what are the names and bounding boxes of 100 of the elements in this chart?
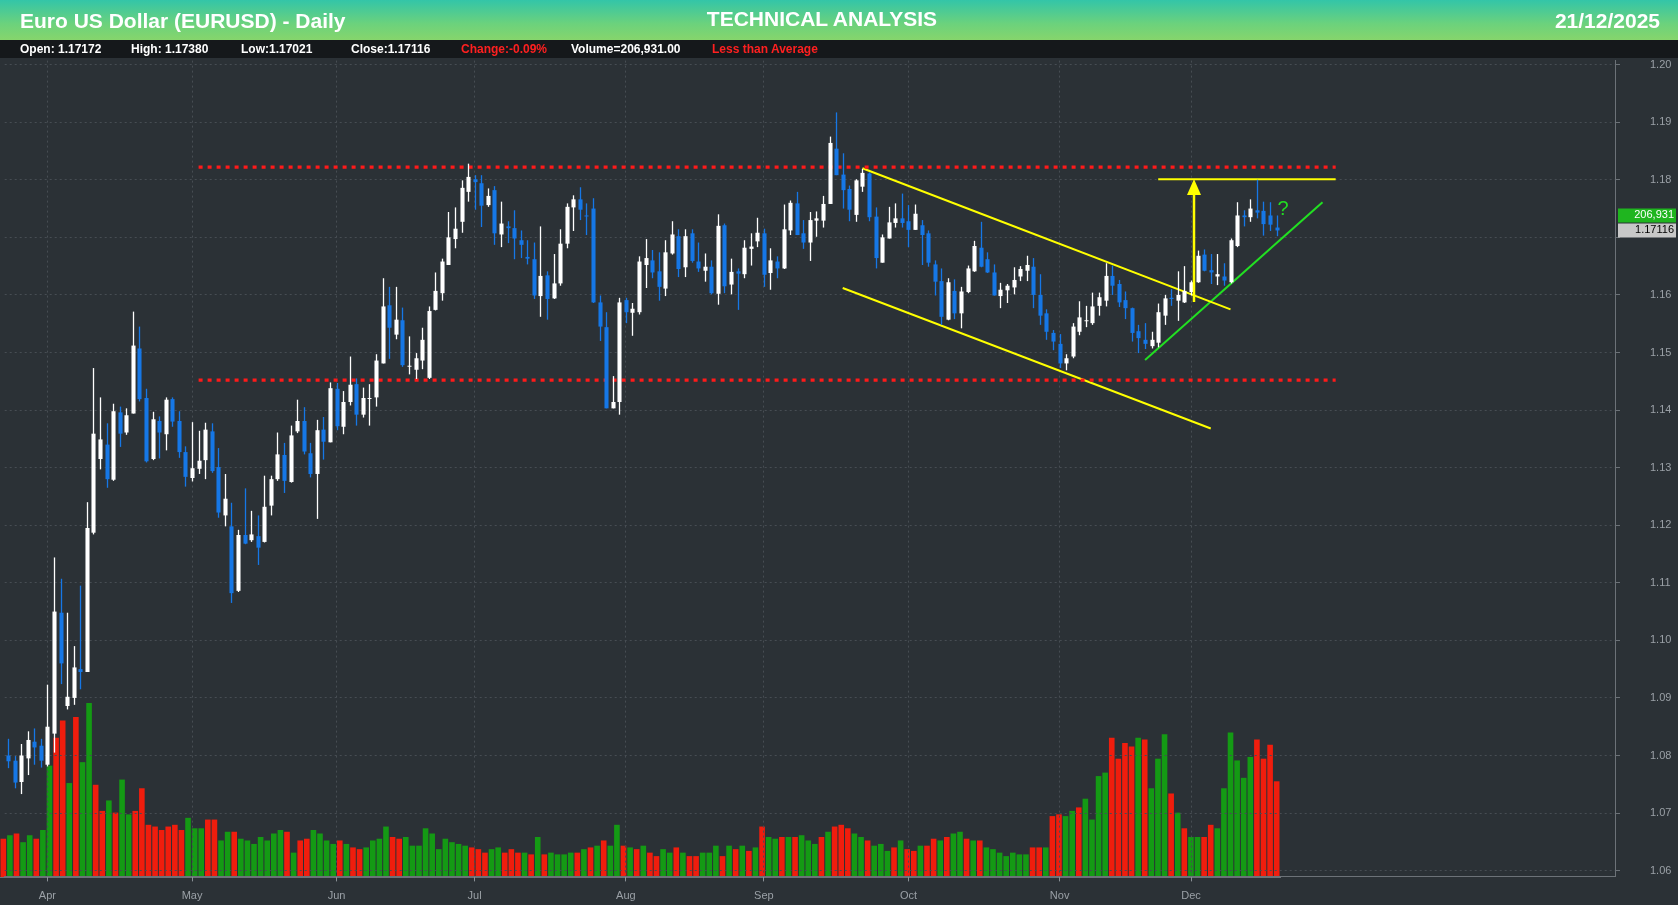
x-tick-label: May — [181, 889, 203, 902]
chart-title: Euro US Dollar (EURUSD) - Daily — [20, 9, 346, 33]
candlestick — [157, 415, 162, 460]
candlestick — [295, 399, 300, 434]
x-tick-label: Sep — [754, 889, 774, 902]
text: High: 1.17380 — [131, 42, 209, 56]
candlestick — [696, 241, 701, 273]
candlestick — [1143, 322, 1148, 350]
bar — [66, 783, 73, 877]
candlestick — [6, 738, 11, 769]
candlestick — [98, 396, 103, 471]
candlestick — [13, 755, 18, 789]
text: 206,931 — [1634, 208, 1674, 221]
candlestick — [394, 286, 399, 340]
bar — [825, 831, 831, 877]
y-tick-label: 1.18 — [1650, 172, 1672, 185]
text: Change:-0.09% — [461, 42, 548, 56]
candlestick — [1025, 255, 1030, 282]
candlestick — [755, 217, 760, 248]
candlestick — [729, 258, 734, 295]
candlestick — [768, 247, 773, 291]
candlestick — [1209, 253, 1214, 285]
candlestick — [519, 229, 524, 259]
candlestick — [65, 612, 70, 711]
candlestick — [1268, 201, 1273, 232]
candlestick — [959, 286, 964, 329]
text: Less than Average — [712, 42, 818, 56]
text: 1.17116 — [1635, 223, 1674, 236]
bar — [640, 845, 647, 877]
text: Open: 1.17172 — [20, 42, 102, 56]
y-tick-label: 1.13 — [1650, 460, 1672, 473]
y-tick-label: 1.11 — [1650, 575, 1671, 588]
y-tick-label: 1.06 — [1650, 863, 1672, 876]
candlestick — [703, 252, 708, 283]
y-tick-label: 1.16 — [1650, 287, 1672, 300]
annotation: ? — [1277, 196, 1289, 219]
bar — [600, 840, 607, 877]
y-tick-label: 1.07 — [1650, 806, 1672, 819]
candlestick — [118, 405, 123, 448]
x-tick-label: Apr — [38, 889, 57, 902]
y-tick-label: 1.12 — [1650, 518, 1672, 531]
candlestick — [1222, 262, 1227, 287]
candlestick — [479, 174, 484, 228]
bar — [937, 840, 944, 877]
candlestick — [525, 239, 530, 266]
candlestick — [736, 267, 741, 311]
candlestick — [223, 473, 228, 528]
candlestick — [578, 186, 583, 221]
candlestick — [387, 286, 392, 360]
candlestick — [913, 203, 918, 231]
y-tick-label: 1.09 — [1650, 690, 1672, 703]
candlestick — [39, 738, 44, 769]
bar — [581, 849, 587, 877]
candlestick — [26, 730, 31, 776]
text: Volume=206,931.00 — [571, 42, 681, 56]
candlestick — [624, 297, 629, 324]
candlestick — [249, 510, 254, 543]
candlestick — [453, 206, 458, 249]
candlestick — [657, 251, 662, 302]
candlestick — [749, 232, 754, 267]
candlestick — [499, 201, 504, 248]
candlestick — [538, 225, 543, 318]
bar — [779, 836, 785, 877]
bar — [739, 845, 746, 877]
candlestick — [407, 335, 412, 376]
candlestick — [197, 430, 202, 475]
candlestick — [611, 375, 616, 409]
candlestick — [1110, 264, 1115, 296]
bar — [1141, 739, 1148, 877]
candlestick — [630, 302, 635, 337]
bar — [336, 840, 343, 877]
candlestick — [644, 238, 649, 289]
candlestick — [1051, 329, 1056, 351]
candlestick — [821, 195, 826, 229]
candlestick — [433, 271, 438, 312]
candlestick — [32, 727, 37, 766]
candlestick — [775, 255, 780, 279]
bar — [746, 850, 752, 877]
candlestick — [486, 187, 491, 208]
bar — [1174, 812, 1181, 877]
bar — [673, 847, 680, 877]
candlestick — [1215, 253, 1220, 286]
bar — [970, 840, 976, 877]
candlestick — [506, 220, 511, 244]
x-tick-label: Jun — [327, 889, 346, 902]
candlestick — [190, 421, 195, 483]
candlestick — [1097, 291, 1102, 317]
candlestick — [348, 355, 353, 407]
candlestick — [545, 270, 550, 321]
candlestick — [552, 253, 557, 300]
candlestick — [124, 407, 129, 436]
candlestick — [998, 282, 1003, 309]
x-tick-label: Oct — [899, 889, 918, 902]
candlestick — [670, 220, 675, 256]
y-tick-label: 1.14 — [1650, 403, 1672, 416]
bar — [726, 845, 732, 877]
text: 21/12/2025 — [1554, 9, 1660, 33]
bar — [7, 835, 13, 877]
bar — [759, 826, 765, 877]
bar — [1168, 793, 1174, 877]
